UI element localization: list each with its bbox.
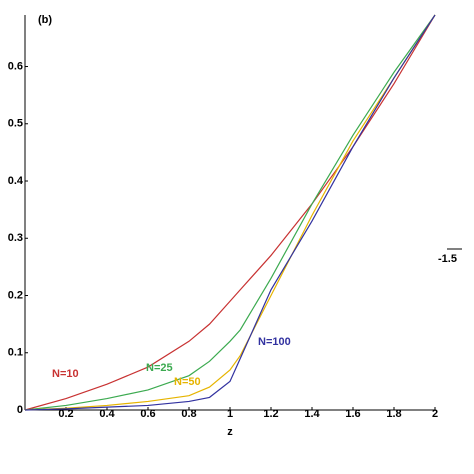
annotation: -1.5 — [438, 253, 457, 265]
chart-title: (b) — [38, 14, 52, 26]
y-tick-label: 0.5 — [8, 118, 23, 130]
x-tick-label: 1.8 — [386, 408, 401, 420]
y-tick-label: 0.6 — [8, 60, 23, 72]
x-tick-label: 1 — [227, 408, 233, 420]
x-tick-label: 0.6 — [140, 408, 155, 420]
series-label: N=10 — [52, 368, 79, 380]
y-tick-label: 0.2 — [8, 289, 23, 301]
series-label: N=50 — [174, 376, 201, 388]
x-tick-label: 2 — [432, 408, 438, 420]
x-tick-label: 1.4 — [304, 408, 320, 420]
x-tick-label: 1.6 — [345, 408, 360, 420]
x-tick-label: 1.2 — [263, 408, 278, 420]
y-tick-label: 0.4 — [8, 175, 24, 187]
x-tick-label: 0.8 — [181, 408, 196, 420]
x-tick-label: 0.4 — [99, 408, 115, 420]
series-line — [24, 14, 436, 411]
x-axis-label: z — [227, 426, 233, 438]
series-label: N=100 — [258, 336, 291, 348]
x-tick-label: 0.2 — [58, 408, 73, 420]
series-line — [24, 14, 436, 411]
y-tick-label: 0.1 — [8, 347, 23, 359]
series-label: N=25 — [146, 362, 173, 374]
y-tick-label: 0 — [17, 404, 23, 416]
series-line — [24, 14, 436, 411]
series-line — [24, 14, 436, 411]
y-tick-label: 0.3 — [8, 232, 23, 244]
